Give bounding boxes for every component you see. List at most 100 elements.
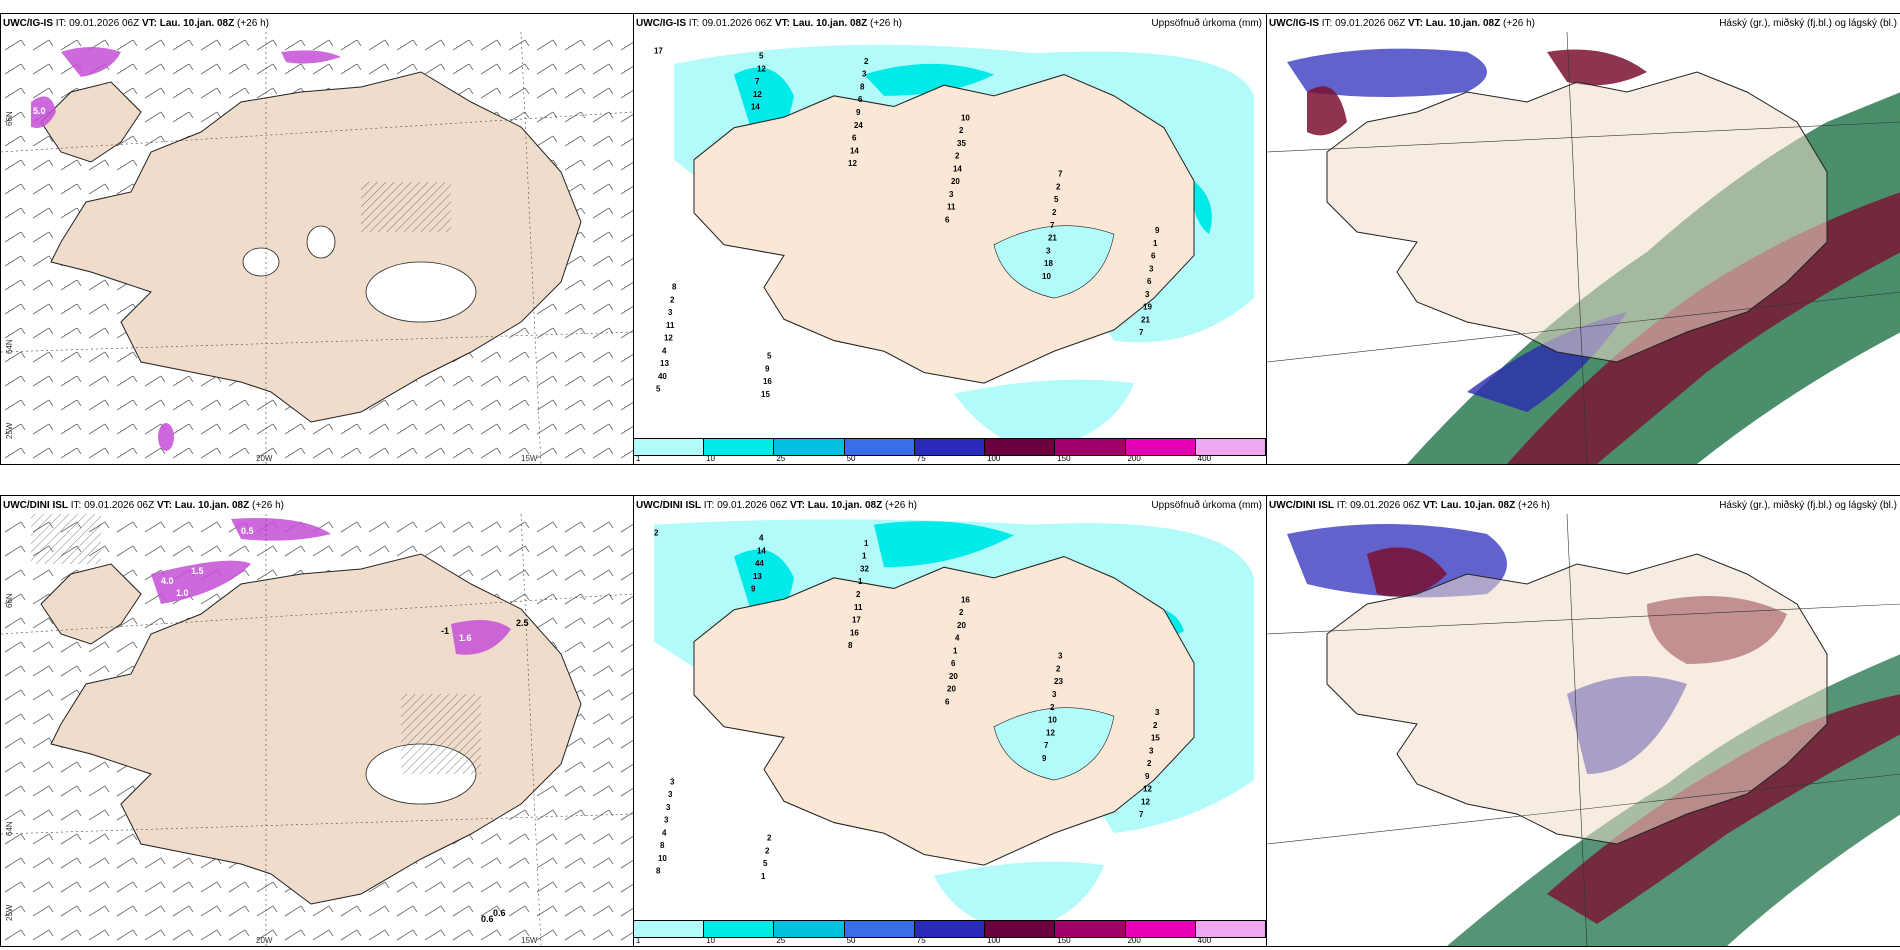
precip-value: 3 bbox=[1046, 246, 1051, 255]
colorbar-swatch bbox=[844, 921, 915, 937]
precip-value: 19 bbox=[1143, 303, 1152, 312]
colorbar-tick: 50 bbox=[846, 454, 856, 463]
precip-value: 7 bbox=[1044, 741, 1049, 750]
precip-value: 9 bbox=[751, 584, 756, 593]
precip-value: 3 bbox=[668, 790, 673, 799]
precip-value: 6 bbox=[1147, 277, 1152, 286]
precip-value: 12 bbox=[1143, 785, 1152, 794]
precip-value: 5 bbox=[763, 859, 768, 868]
precip-value: 35 bbox=[957, 139, 966, 148]
precip-value: 2 bbox=[670, 295, 675, 304]
panel-title: UWC/DINI ISL IT: 09.01.2026 06Z VT: Lau.… bbox=[3, 500, 284, 511]
iceland-land bbox=[50, 553, 582, 905]
precip-value: 12 bbox=[1046, 728, 1055, 737]
iceland-land bbox=[693, 556, 1195, 866]
precip-value: 1 bbox=[858, 577, 863, 586]
colorbar-tick: 150 bbox=[1057, 936, 1071, 945]
precip-value: 3 bbox=[1149, 746, 1154, 755]
precip-value: 14 bbox=[850, 146, 859, 155]
precip-value: 20 bbox=[947, 684, 956, 693]
colorbar-swatch bbox=[985, 921, 1056, 937]
precip-value: 7 bbox=[1139, 810, 1144, 819]
precip-value: 3 bbox=[1058, 651, 1063, 660]
colorbar-tick: 1 bbox=[635, 454, 641, 463]
precip-value: 7 bbox=[1139, 328, 1144, 337]
precip-value: 9 bbox=[856, 108, 861, 117]
wind-label: 0.5 bbox=[241, 526, 254, 536]
precip-title: Uppsöfnuð úrkoma (mm) bbox=[1151, 500, 1262, 511]
precip-value: 17 bbox=[654, 46, 663, 55]
colorbar-tick: 25 bbox=[776, 936, 786, 945]
precip-value: 8 bbox=[656, 866, 661, 875]
precip-value: 4 bbox=[662, 346, 667, 355]
precip-value: 2 bbox=[1050, 703, 1055, 712]
wind-label: 0.6 bbox=[493, 908, 506, 918]
colorbar-tick: 200 bbox=[1127, 936, 1141, 945]
precip-value: 1 bbox=[1153, 239, 1158, 248]
precip-value: 20 bbox=[957, 621, 966, 630]
colorbar-swatch bbox=[634, 439, 705, 455]
cloud-title: Háský (gr.), miðský (fj.bl.) og lágský (… bbox=[1719, 18, 1897, 29]
precip-value: 5 bbox=[1054, 195, 1059, 204]
precip-value: 2 bbox=[1056, 182, 1061, 191]
precip-map: 1714126107512141118214076331913122420213… bbox=[654, 44, 1254, 453]
panel-title: UWC/DINI ISL IT: 09.01.2026 06Z VT: Lau.… bbox=[1269, 500, 1550, 511]
panel-top-precip: UWC/IG-IS IT: 09.01.2026 06Z VT: Lau. 10… bbox=[633, 13, 1267, 465]
precip-value: 2 bbox=[765, 846, 770, 855]
precip-value: 21 bbox=[1141, 315, 1150, 324]
wind-label: 1.5 bbox=[191, 566, 204, 576]
precip-value: 20 bbox=[951, 177, 960, 186]
lat-label: 64N bbox=[5, 339, 14, 354]
precip-value: 2 bbox=[1147, 759, 1152, 768]
precip-value: 5 bbox=[656, 384, 661, 393]
precip-value: 14 bbox=[751, 102, 760, 111]
colorbar-tick: 10 bbox=[706, 454, 716, 463]
panel-title: UWC/IG-IS IT: 09.01.2026 06Z VT: Lau. 10… bbox=[636, 18, 902, 29]
precip-value: 3 bbox=[670, 777, 675, 786]
precip-value: 2 bbox=[959, 608, 964, 617]
wind-map: 5.0 1.0 bbox=[1, 32, 633, 464]
panel-top-cloud: UWC/IG-IS IT: 09.01.2026 06Z VT: Lau. 10… bbox=[1266, 13, 1900, 465]
colorbar-tick: 25 bbox=[776, 454, 786, 463]
precip-value: 40 bbox=[658, 372, 667, 381]
panel-title: UWC/DINI ISL IT: 09.01.2026 06Z VT: Lau.… bbox=[636, 500, 917, 511]
colorbar-swatch bbox=[985, 439, 1056, 455]
wind-label: -1 bbox=[441, 626, 449, 636]
precip-value: 4 bbox=[759, 533, 764, 542]
colorbar-swatch bbox=[1055, 921, 1126, 937]
colorbar-swatch bbox=[704, 921, 775, 937]
precip-value: 1 bbox=[862, 551, 867, 560]
precip-value: 6 bbox=[852, 133, 857, 142]
precip-value: 6 bbox=[1151, 251, 1156, 260]
precip-value: 17 bbox=[852, 615, 861, 624]
cloud-map bbox=[1267, 514, 1900, 946]
precip-value: 3 bbox=[1155, 708, 1160, 717]
panel-bottom-wind: UWC/DINI ISL IT: 09.01.2026 06Z VT: Lau.… bbox=[0, 495, 634, 947]
precip-value: 4 bbox=[662, 828, 667, 837]
colorbar-swatch bbox=[844, 439, 915, 455]
lat-label: 66N bbox=[5, 593, 14, 608]
colorbar-tick: 1 bbox=[635, 936, 641, 945]
precip-value: 21 bbox=[1048, 233, 1057, 242]
panel-top-wind: UWC/IG-IS IT: 09.01.2026 06Z VT: Lau. 10… bbox=[0, 13, 634, 465]
precip-value: 11 bbox=[666, 321, 675, 330]
precip-value: 12 bbox=[757, 64, 766, 73]
precip-value: 10 bbox=[1042, 272, 1051, 281]
colorbar-tick: 200 bbox=[1127, 454, 1141, 463]
precip-value: 8 bbox=[660, 841, 665, 850]
precip-value: 5 bbox=[767, 351, 772, 360]
iceland-land bbox=[1326, 71, 1828, 363]
wind-label: 5.0 bbox=[33, 106, 46, 116]
colorbar-tick: 10 bbox=[706, 936, 716, 945]
precip-value: 12 bbox=[848, 159, 857, 168]
colorbar-swatch bbox=[1125, 439, 1196, 455]
precip-value: 2 bbox=[767, 833, 772, 842]
precip-value: 6 bbox=[945, 215, 950, 224]
precip-value: 2 bbox=[1056, 664, 1061, 673]
precip-value: 12 bbox=[664, 333, 673, 342]
precip-value: 9 bbox=[1145, 772, 1150, 781]
precip-value: 9 bbox=[1042, 754, 1047, 763]
precip-value: 32 bbox=[860, 564, 869, 573]
colorbar-swatch bbox=[1125, 921, 1196, 937]
precip-value: 15 bbox=[761, 390, 770, 399]
